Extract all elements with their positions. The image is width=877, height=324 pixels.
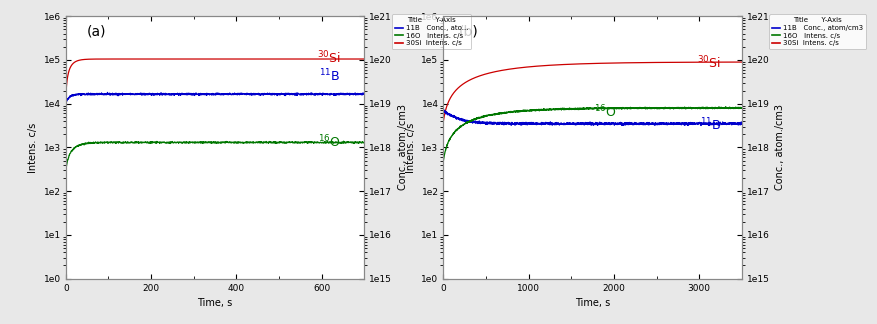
X-axis label: Time, s: Time, s bbox=[197, 298, 232, 308]
X-axis label: Time, s: Time, s bbox=[574, 298, 610, 308]
Text: $^{11}$B: $^{11}$B bbox=[699, 117, 720, 133]
Y-axis label: Conc., atom./cm3: Conc., atom./cm3 bbox=[397, 104, 407, 191]
Y-axis label: Intens. c/s: Intens. c/s bbox=[405, 122, 416, 173]
Text: $^{30}$Si: $^{30}$Si bbox=[696, 55, 720, 71]
Text: $^{30}$Si: $^{30}$Si bbox=[317, 50, 340, 66]
Text: $^{16}$O: $^{16}$O bbox=[317, 133, 340, 150]
Legend: 11B   Conc., ato..., 16O   Intens. c/s, 30Si  Intens. c/s: 11B Conc., ato..., 16O Intens. c/s, 30Si… bbox=[391, 15, 470, 49]
Text: (a): (a) bbox=[87, 24, 106, 38]
Y-axis label: Intens. c/s: Intens. c/s bbox=[28, 122, 39, 173]
Text: (b): (b) bbox=[458, 24, 477, 38]
Y-axis label: Conc., atom./cm3: Conc., atom./cm3 bbox=[774, 104, 784, 191]
Text: $^{11}$B: $^{11}$B bbox=[318, 68, 340, 84]
Legend: 11B   Conc., atom/cm3, 16O   Intens. c/s, 30Si  Intens. c/s: 11B Conc., atom/cm3, 16O Intens. c/s, 30… bbox=[768, 15, 865, 49]
Text: $^{16}$O: $^{16}$O bbox=[593, 104, 616, 120]
